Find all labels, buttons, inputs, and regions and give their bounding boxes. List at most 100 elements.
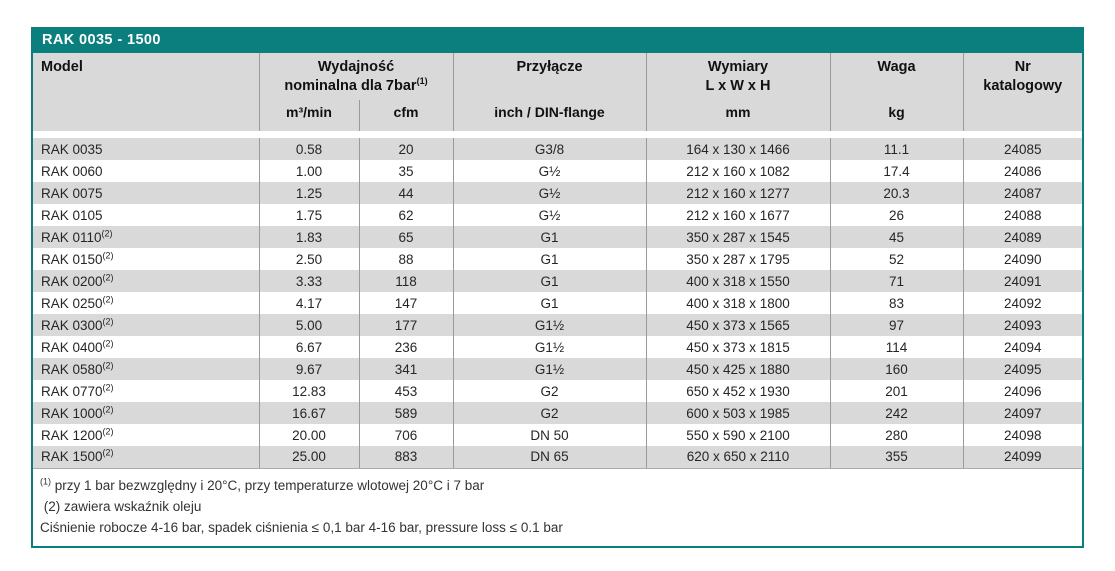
cell-cfm: 44 bbox=[359, 182, 454, 204]
cell-catalog: 24085 bbox=[1003, 141, 1042, 157]
cell-connection: G2 bbox=[453, 402, 647, 424]
cell-connection: G1½ bbox=[453, 358, 647, 380]
model-footnote-ref: (2) bbox=[102, 316, 114, 326]
header-unit-connection: inch / DIN-flange bbox=[453, 100, 647, 131]
cell-weight: 280 bbox=[830, 424, 964, 446]
cell-dimensions: 350 x 287 x 1545 bbox=[646, 226, 831, 248]
cell-connection: G1 bbox=[453, 226, 647, 248]
cell-model: RAK 0580(2) bbox=[33, 358, 260, 380]
cell-weight: 355 bbox=[830, 446, 964, 469]
cell-dimensions: 164 x 130 x 1466 bbox=[646, 138, 831, 160]
cell-dimensions: 550 x 590 x 2100 bbox=[646, 424, 831, 446]
cell-weight: 160 bbox=[830, 358, 964, 380]
header-capacity-line2: nominalna dla 7bar(1) bbox=[284, 76, 428, 94]
cell-dimensions: 450 x 373 x 1565 bbox=[646, 314, 831, 336]
cell-cfm: 589 bbox=[359, 402, 454, 424]
cell-connection: G1 bbox=[453, 248, 647, 270]
model-footnote-ref: (2) bbox=[102, 382, 114, 392]
cell-weight: 201 bbox=[830, 380, 964, 402]
cell-cfm: 177 bbox=[359, 314, 454, 336]
cell-dimensions: 212 x 160 x 1677 bbox=[646, 204, 831, 226]
cell-model: RAK 1200(2) bbox=[33, 424, 260, 446]
cell-m3min: 1.25 bbox=[259, 182, 360, 204]
table-row: RAK 0250(2) 4.17 147 G1 400 x 318 x 1800 83 24… bbox=[33, 292, 1082, 314]
cell-catalog: 24092 bbox=[1003, 295, 1042, 311]
header-unit-cfm: cfm bbox=[359, 100, 454, 131]
table-header: Model Wydajność nominalna dla 7bar(1) Pr… bbox=[33, 53, 1082, 138]
cell-weight: 52 bbox=[830, 248, 964, 270]
model-footnote-ref: (2) bbox=[102, 294, 114, 304]
header-unit-mm: mm bbox=[646, 100, 831, 131]
cell-connection: DN 50 bbox=[453, 424, 647, 446]
cell-catalog: 24093 bbox=[1003, 317, 1042, 333]
table-row: RAK 0200(2) 3.33 118 G1 400 x 318 x 1550 71 24… bbox=[33, 270, 1082, 292]
header-catalog: Nr katalogowy bbox=[963, 53, 1082, 131]
model-footnote-ref: (2) bbox=[102, 272, 114, 282]
cell-weight: 71 bbox=[830, 270, 964, 292]
table-row: RAK 1000(2) 16.67 589 G2 600 x 503 x 1985 242… bbox=[33, 402, 1082, 424]
table-title-bar: RAK 0035 - 1500 bbox=[33, 27, 1082, 53]
table-row: RAK 1200(2) 20.00 706 DN 50 550 x 590 x 2100… bbox=[33, 424, 1082, 446]
table-row: RAK 0110(2) 1.83 65 G1 350 x 287 x 1545 45 240… bbox=[33, 226, 1082, 248]
cell-model: RAK 0060 bbox=[33, 160, 260, 182]
cell-catalog: 24090 bbox=[1003, 251, 1042, 267]
header-capacity-line1: Wydajność bbox=[317, 59, 395, 75]
cell-model: RAK 0110(2) bbox=[33, 226, 260, 248]
table-row: RAK 0300(2) 5.00 177 G1½ 450 x 373 x 1565 97 2… bbox=[33, 314, 1082, 336]
cell-m3min: 6.67 bbox=[259, 336, 360, 358]
data-table: Model Wydajność nominalna dla 7bar(1) Pr… bbox=[33, 53, 1082, 469]
header-unit-m3min: m³/min bbox=[259, 100, 360, 131]
cell-dimensions: 450 x 425 x 1880 bbox=[646, 358, 831, 380]
cell-model: RAK 0035 bbox=[33, 138, 260, 160]
cell-catalog: 24087 bbox=[1003, 185, 1042, 201]
table-row: RAK 0150(2) 2.50 88 G1 350 x 287 x 1795 52 240… bbox=[33, 248, 1082, 270]
table-row: RAK 0035 0.58 20 G3/8 164 x 130 x 1466 11.1 24… bbox=[33, 138, 1082, 160]
cell-weight: 97 bbox=[830, 314, 964, 336]
cell-m3min: 1.83 bbox=[259, 226, 360, 248]
cell-catalog: 24099 bbox=[963, 446, 1082, 469]
cell-dimensions: 212 x 160 x 1277 bbox=[646, 182, 831, 204]
cell-cfm: 62 bbox=[359, 204, 454, 226]
cell-m3min: 1.75 bbox=[259, 204, 360, 226]
cell-model: RAK 0770(2) bbox=[33, 380, 260, 402]
cell-weight: 83 bbox=[830, 292, 964, 314]
footnote-line: (1) przy 1 bar bezwzględny i 20°C, przy … bbox=[40, 476, 485, 493]
cell-dimensions: 400 x 318 x 1800 bbox=[646, 292, 831, 314]
cell-dimensions: 450 x 373 x 1815 bbox=[646, 336, 831, 358]
cell-connection: G1½ bbox=[453, 336, 647, 358]
header-model: Model bbox=[33, 53, 260, 131]
header-capacity-footnote-ref: (1) bbox=[416, 76, 428, 87]
table-body: RAK 0035 0.58 20 G3/8 164 x 130 x 1466 11.1 24… bbox=[33, 138, 1082, 469]
cell-catalog: 24088 bbox=[1003, 207, 1042, 223]
header-unit-kg: kg bbox=[830, 100, 964, 131]
cell-catalog: 24094 bbox=[1003, 339, 1042, 355]
footnote-ref: (1) bbox=[40, 476, 51, 486]
cell-connection: G1 bbox=[453, 270, 647, 292]
cell-weight: 26 bbox=[830, 204, 964, 226]
cell-cfm: 236 bbox=[359, 336, 454, 358]
cell-m3min: 5.00 bbox=[259, 314, 360, 336]
cell-catalog: 24096 bbox=[1003, 383, 1042, 399]
cell-dimensions: 600 x 503 x 1985 bbox=[646, 402, 831, 424]
cell-m3min: 16.67 bbox=[259, 402, 360, 424]
header-catalog-line2: katalogowy bbox=[983, 78, 1063, 94]
cell-catalog: 24091 bbox=[1003, 273, 1042, 289]
header-connection-label: Przyłącze bbox=[516, 59, 583, 75]
header-dimensions-line2: L x W x H bbox=[705, 78, 771, 94]
table-row: RAK 0105 1.75 62 G½ 212 x 160 x 1677 26 24088 bbox=[33, 204, 1082, 226]
cell-model: RAK 0105 bbox=[33, 204, 260, 226]
footnote-line: Ciśnienie robocze 4-16 bar, spadek ciśni… bbox=[40, 519, 563, 535]
cell-m3min: 4.17 bbox=[259, 292, 360, 314]
cell-weight: 17.4 bbox=[830, 160, 964, 182]
cell-cfm: 341 bbox=[359, 358, 454, 380]
cell-connection: G½ bbox=[453, 160, 647, 182]
cell-cfm: 88 bbox=[359, 248, 454, 270]
cell-catalog: 24098 bbox=[1003, 427, 1042, 443]
header-dimensions-line1: Wymiary bbox=[707, 59, 769, 75]
table-row: RAK 0075 1.25 44 G½ 212 x 160 x 1277 20.3 2408… bbox=[33, 182, 1082, 204]
cell-connection: G½ bbox=[453, 182, 647, 204]
cell-dimensions: 650 x 452 x 1930 bbox=[646, 380, 831, 402]
cell-weight: 114 bbox=[830, 336, 964, 358]
cell-cfm: 20 bbox=[359, 138, 454, 160]
table-row: RAK 0580(2) 9.67 341 G1½ 450 x 425 x 1880 160… bbox=[33, 358, 1082, 380]
